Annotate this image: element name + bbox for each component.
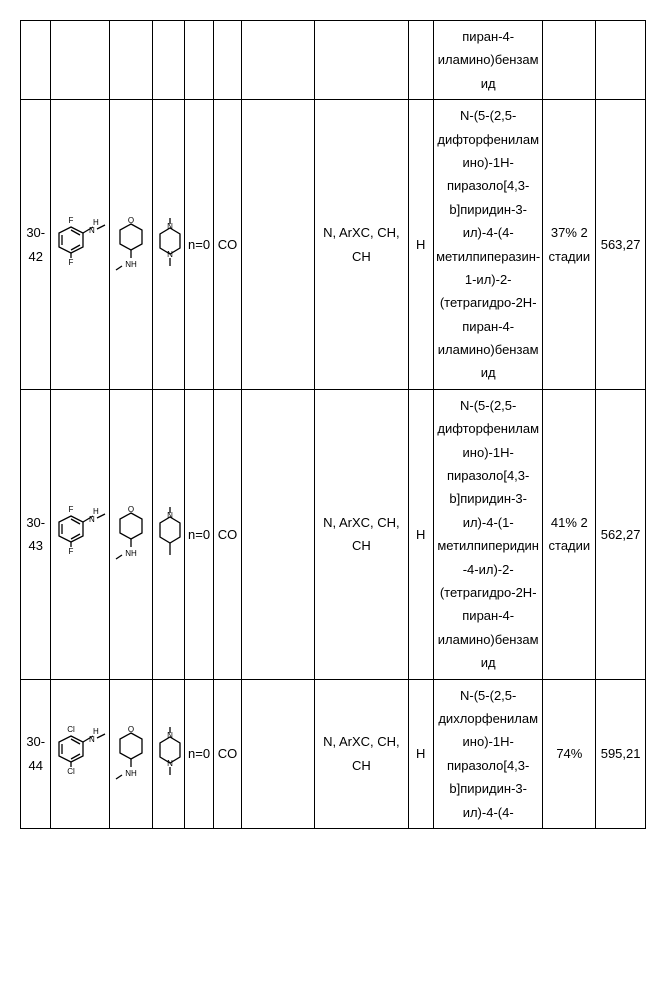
tetrahydropyran-structure-icon: O NH	[112, 723, 150, 785]
cell-L: CO	[213, 389, 241, 679]
o-label: O	[128, 725, 134, 734]
cell-struct1: Cl Cl H N	[51, 679, 110, 828]
cell-id: 30-44	[21, 679, 51, 828]
table-row: 30-43 F F H N O NH	[21, 389, 646, 679]
cell-atoms	[315, 21, 408, 100]
cell-n: n=0	[185, 679, 213, 828]
cell-L: CO	[213, 679, 241, 828]
cell-n	[185, 21, 213, 100]
nh-label: NH	[126, 769, 138, 778]
difluoro-phenyl-structure-icon: F F H N	[53, 213, 107, 277]
cell-R: H	[408, 100, 433, 390]
halogen-label: Cl	[68, 767, 76, 776]
nh-label: NH	[126, 549, 138, 558]
table-body: пиран-4-иламино)бензамид 30-42 F F H N O	[21, 21, 646, 829]
cell-struct3	[152, 21, 184, 100]
cell-R: H	[408, 679, 433, 828]
table-row: 30-44 Cl Cl H N O NH	[21, 679, 646, 828]
halogen-label: F	[69, 547, 74, 556]
cell-struct3: N	[152, 389, 184, 679]
cell-struct3: N N	[152, 679, 184, 828]
cell-extra	[242, 21, 315, 100]
halogen-label: F	[69, 258, 74, 267]
cell-struct2	[110, 21, 153, 100]
cell-struct2: O NH	[110, 389, 153, 679]
piperazine-structure-icon: N N	[155, 723, 185, 785]
dichloro-phenyl-structure-icon: Cl Cl H N	[53, 722, 107, 786]
halogen-label: F	[69, 505, 74, 514]
cell-extra	[242, 389, 315, 679]
cell-atoms: N, ArXC, CH, CH	[315, 389, 408, 679]
table-row: пиран-4-иламино)бензамид	[21, 21, 646, 100]
table-row: 30-42 F F H N O NH	[21, 100, 646, 390]
cell-name: N-(5-(2,5-дифторфениламино)-1H-пиразоло[…	[433, 389, 543, 679]
n-label: N	[89, 226, 95, 235]
cell-yield: 37% 2 стадии	[543, 100, 596, 390]
halogen-label: Cl	[68, 725, 76, 734]
cell-name: пиран-4-иламино)бензамид	[433, 21, 543, 100]
halogen-label: F	[69, 216, 74, 225]
cell-mass: 595,21	[596, 679, 646, 828]
n-label: N	[89, 515, 95, 524]
o-label: O	[128, 505, 134, 514]
n-label: N	[167, 511, 173, 520]
n-label: N	[167, 222, 173, 231]
cell-R: H	[408, 389, 433, 679]
cell-extra	[242, 100, 315, 390]
cell-struct2: O NH	[110, 100, 153, 390]
cell-id	[21, 21, 51, 100]
cell-n: n=0	[185, 100, 213, 390]
cell-mass	[596, 21, 646, 100]
tetrahydropyran-structure-icon: O NH	[112, 214, 150, 276]
n-label: N	[167, 759, 173, 768]
nh-label: NH	[126, 260, 138, 269]
cell-yield: 41% 2 стадии	[543, 389, 596, 679]
cell-L: CO	[213, 100, 241, 390]
piperidine-structure-icon: N	[155, 503, 185, 565]
cell-extra	[242, 679, 315, 828]
page: пиран-4-иламино)бензамид 30-42 F F H N O	[20, 20, 646, 829]
cell-n: n=0	[185, 389, 213, 679]
difluoro-phenyl-structure-icon: F F H N	[53, 502, 107, 566]
piperazine-structure-icon: N N	[155, 214, 185, 276]
cell-atoms: N, ArXC, CH, CH	[315, 100, 408, 390]
n-label: N	[167, 250, 173, 259]
cell-atoms: N, ArXC, CH, CH	[315, 679, 408, 828]
compound-table: пиран-4-иламино)бензамид 30-42 F F H N O	[20, 20, 646, 829]
cell-id: 30-43	[21, 389, 51, 679]
cell-yield	[543, 21, 596, 100]
cell-name: N-(5-(2,5-дифторфениламино)-1H-пиразоло[…	[433, 100, 543, 390]
cell-id: 30-42	[21, 100, 51, 390]
n-label: N	[167, 731, 173, 740]
cell-struct3: N N	[152, 100, 184, 390]
cell-L	[213, 21, 241, 100]
cell-struct1	[51, 21, 110, 100]
o-label: O	[128, 216, 134, 225]
cell-name: N-(5-(2,5-дихлорфениламино)-1H-пиразоло[…	[433, 679, 543, 828]
cell-struct1: F F H N	[51, 389, 110, 679]
n-label: N	[89, 735, 95, 744]
cell-mass: 562,27	[596, 389, 646, 679]
cell-yield: 74%	[543, 679, 596, 828]
cell-mass: 563,27	[596, 100, 646, 390]
cell-struct2: O NH	[110, 679, 153, 828]
cell-struct1: F F H N	[51, 100, 110, 390]
cell-R	[408, 21, 433, 100]
tetrahydropyran-structure-icon: O NH	[112, 503, 150, 565]
